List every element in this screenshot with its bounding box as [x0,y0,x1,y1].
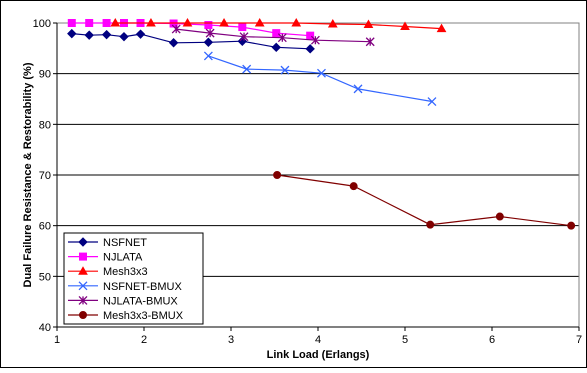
series-group [67,17,576,230]
series-line [208,55,433,103]
x-tick-label: 3 [228,334,234,346]
legend-label: NSFNET [103,237,147,249]
data-point [242,64,252,74]
data-point [119,31,129,42]
data-point [203,37,214,47]
data-point [317,68,326,78]
data-point [85,19,94,27]
y-tick-label: 80 [39,119,51,131]
data-point [273,171,282,179]
legend-item: NSFNET [68,237,147,249]
data-point [168,38,179,48]
legend-item: Mesh3x3 [68,266,148,278]
legend-marker [79,311,87,319]
legend-marker [79,252,87,261]
series-njlata-bmux [171,24,375,47]
axes: 40 50 60 70 80 90 100 1 2 3 4 5 6 7 [33,18,582,346]
data-point [219,17,229,27]
data-point [365,37,375,47]
legend: NSFNET NJLATA Mesh3x3 NSFNET-BMUX NJLATA-BMU… [63,232,204,325]
legend-item: NJLATA [68,252,143,264]
series-line [176,28,371,43]
legend-item: NJLATA-BMUX [68,295,178,307]
series-nsfnet-bmux [203,51,437,106]
legend-item: NSFNET-BMUX [68,281,183,293]
data-point [310,35,320,45]
data-point [272,29,281,38]
data-point [427,97,437,106]
y-tick-label: 90 [39,69,51,81]
x-axis-title: Link Load (Erlangs) [267,349,370,361]
data-point [182,17,193,27]
data-point [204,21,213,30]
x-tick-label: 5 [402,334,408,346]
data-point [110,17,121,27]
data-point [84,30,94,40]
data-point [277,33,287,43]
data-point [203,51,213,61]
data-point [171,24,181,34]
x-tick-label: 2 [141,334,147,346]
legend-label: NJLATA [103,252,143,264]
data-point [280,65,290,75]
data-point [426,220,435,229]
y-tick-label: 60 [39,221,51,233]
data-point [101,29,112,40]
data-point [67,28,77,39]
data-point [254,17,265,27]
legend-marker [78,266,88,275]
legend-marker [78,281,88,291]
legend-box [63,232,204,325]
data-point [495,212,504,221]
data-point [327,19,338,28]
data-point [102,19,111,27]
x-tick-label: 4 [315,334,321,346]
data-point [238,23,247,32]
series-mesh3x3 [110,17,447,33]
data-point [306,31,315,40]
data-point [239,32,249,42]
data-point [567,221,576,230]
x-tick-label: 1 [54,334,60,346]
legend-label: Mesh3x3-BMUX [103,310,184,322]
x-tick-label: 6 [489,334,495,346]
data-point [291,17,302,27]
legend-label: NSFNET-BMUX [103,281,183,293]
y-tick-label: 50 [39,271,51,283]
legend-marker [78,237,88,247]
data-point [67,19,76,27]
data-point [135,29,146,39]
legend-label: NJLATA-BMUX [103,295,178,307]
x-tick-label: 7 [576,334,582,346]
y-tick-label: 70 [39,170,51,182]
data-point [271,42,281,53]
data-point [363,19,374,29]
data-point [400,21,410,31]
data-point [353,84,363,94]
series-line [71,33,311,50]
legend-item: Mesh3x3-BMUX [68,310,184,322]
data-point [436,23,447,33]
series-nsfnet [67,28,315,54]
data-point [349,182,358,191]
y-tick-label: 100 [33,18,51,30]
y-tick-label: 40 [39,322,51,334]
series-mesh3x3-bmux [273,171,576,230]
data-point [146,17,156,27]
data-point [305,44,315,54]
data-point [205,28,215,38]
legend-label: Mesh3x3 [103,266,148,278]
legend-marker [78,295,88,305]
y-axis-title: Dual Failure Resistance & Restorability … [22,62,34,287]
series-line [115,22,442,30]
